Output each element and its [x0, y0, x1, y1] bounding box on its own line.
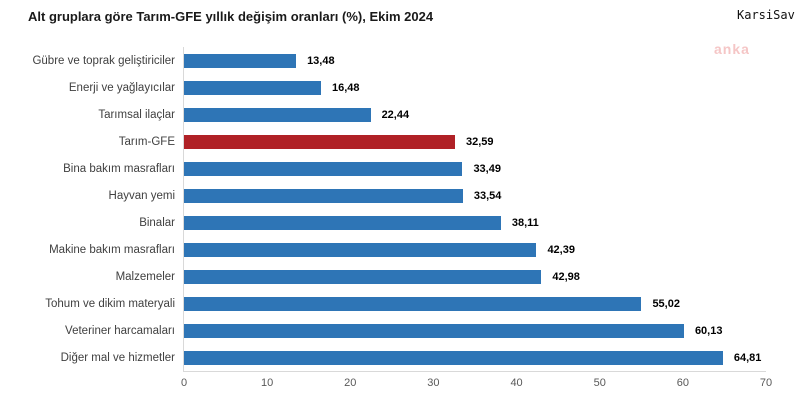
x-tick-label: 10: [261, 377, 274, 389]
bar: [184, 188, 463, 203]
category-label: Gübre ve toprak geliştiriciler: [32, 54, 175, 67]
highlight-bar: [184, 134, 455, 149]
category-label: Hayvan yemi: [108, 189, 175, 202]
bar: [184, 242, 537, 257]
x-tick-label: 70: [759, 377, 773, 389]
bar-row: Binalar 38,11: [0, 209, 766, 236]
category-label: Tarım-GFE: [118, 135, 175, 148]
bar: [184, 80, 322, 95]
value-label: 33,49: [473, 162, 501, 175]
bar-row: Tarımsal ilaçlar 22,44: [0, 101, 766, 128]
bar-track: 22,44: [183, 101, 766, 128]
x-tick-label: 0: [180, 377, 188, 389]
bar: [184, 296, 642, 311]
brand-text: KarsiSav: [737, 8, 795, 22]
x-tick-label: 60: [676, 377, 689, 389]
bar-track: 42,39: [183, 236, 766, 263]
bar-row: Makine bakım masrafları 42,39: [0, 236, 766, 263]
x-axis-ticks: 0 10 20 30 40 50 60 70: [180, 377, 772, 393]
bar-track: 55,02: [183, 290, 766, 317]
bar-chart: Gübre ve toprak geliştiriciler 13,48 Enerj…: [0, 47, 772, 389]
x-tick-label: 30: [427, 377, 440, 389]
bar-track: 13,48: [183, 47, 766, 74]
value-label: 22,44: [381, 108, 410, 121]
bar-row: Enerji ve yağlayıcılar 16,48: [0, 74, 766, 101]
bar: [184, 215, 501, 230]
category-label: Makine bakım masrafları: [49, 243, 175, 256]
bar: [184, 350, 723, 365]
chart-rows: Gübre ve toprak geliştiriciler 13,48 Enerj…: [0, 47, 766, 371]
value-label: 42,39: [547, 243, 575, 256]
bar-track: 60,13: [183, 317, 766, 344]
value-label: 38,11: [511, 216, 539, 229]
bar: [184, 323, 684, 338]
bar-track: 16,48: [183, 74, 766, 101]
bar: [184, 53, 297, 68]
x-tick-label: 50: [593, 377, 606, 389]
value-label: 64,81: [733, 351, 762, 364]
bar-row: Bina bakım masrafları 33,49: [0, 155, 766, 182]
category-label: Diğer mal ve hizmetler: [60, 351, 175, 364]
bar-row: Diğer mal ve hizmetler 64,81: [0, 344, 766, 371]
value-label: 55,02: [652, 297, 680, 310]
bar-track: 38,11: [183, 209, 766, 236]
bar-row: Hayvan yemi 33,54: [0, 182, 766, 209]
bar-row: Tohum ve dikim materyali 55,02: [0, 290, 766, 317]
bar-row: Tarım-GFE 32,59: [0, 128, 766, 155]
category-label: Binalar: [139, 216, 175, 229]
x-axis-line: [183, 371, 766, 372]
chart-title: Alt gruplara göre Tarım-GFE yıllık değiş…: [28, 9, 434, 24]
value-label: 13,48: [307, 54, 335, 67]
x-tick-label: 40: [510, 377, 523, 389]
category-label: Malzemeler: [115, 270, 175, 283]
bar-track: 33,54: [183, 182, 766, 209]
value-label: 42,98: [552, 270, 580, 283]
bar-track: 64,81: [183, 344, 766, 371]
bar: [184, 161, 463, 176]
value-label: 60,13: [694, 324, 723, 337]
bar: [184, 107, 371, 122]
category-label: Bina bakım masrafları: [63, 162, 175, 175]
bar-track: 42,98: [183, 263, 766, 290]
value-label: 33,54: [473, 189, 502, 202]
bar-track: 33,49: [183, 155, 766, 182]
anka-watermark: anka: [714, 41, 750, 57]
bar-track: 32,59: [183, 128, 766, 155]
category-label: Tohum ve dikim materyali: [45, 297, 175, 310]
category-label: Enerji ve yağlayıcılar: [68, 81, 175, 94]
bar-row: Veteriner harcamaları 60,13: [0, 317, 766, 344]
x-tick-label: 20: [344, 377, 357, 389]
category-label: Tarımsal ilaçlar: [98, 108, 175, 121]
bar: [184, 269, 542, 284]
value-label: 16,48: [332, 81, 360, 94]
value-label: 32,59: [465, 135, 494, 148]
bar-row: Malzemeler 42,98: [0, 263, 766, 290]
category-label: Veteriner harcamaları: [65, 324, 175, 337]
bar-row: Gübre ve toprak geliştiriciler 13,48: [0, 47, 766, 74]
